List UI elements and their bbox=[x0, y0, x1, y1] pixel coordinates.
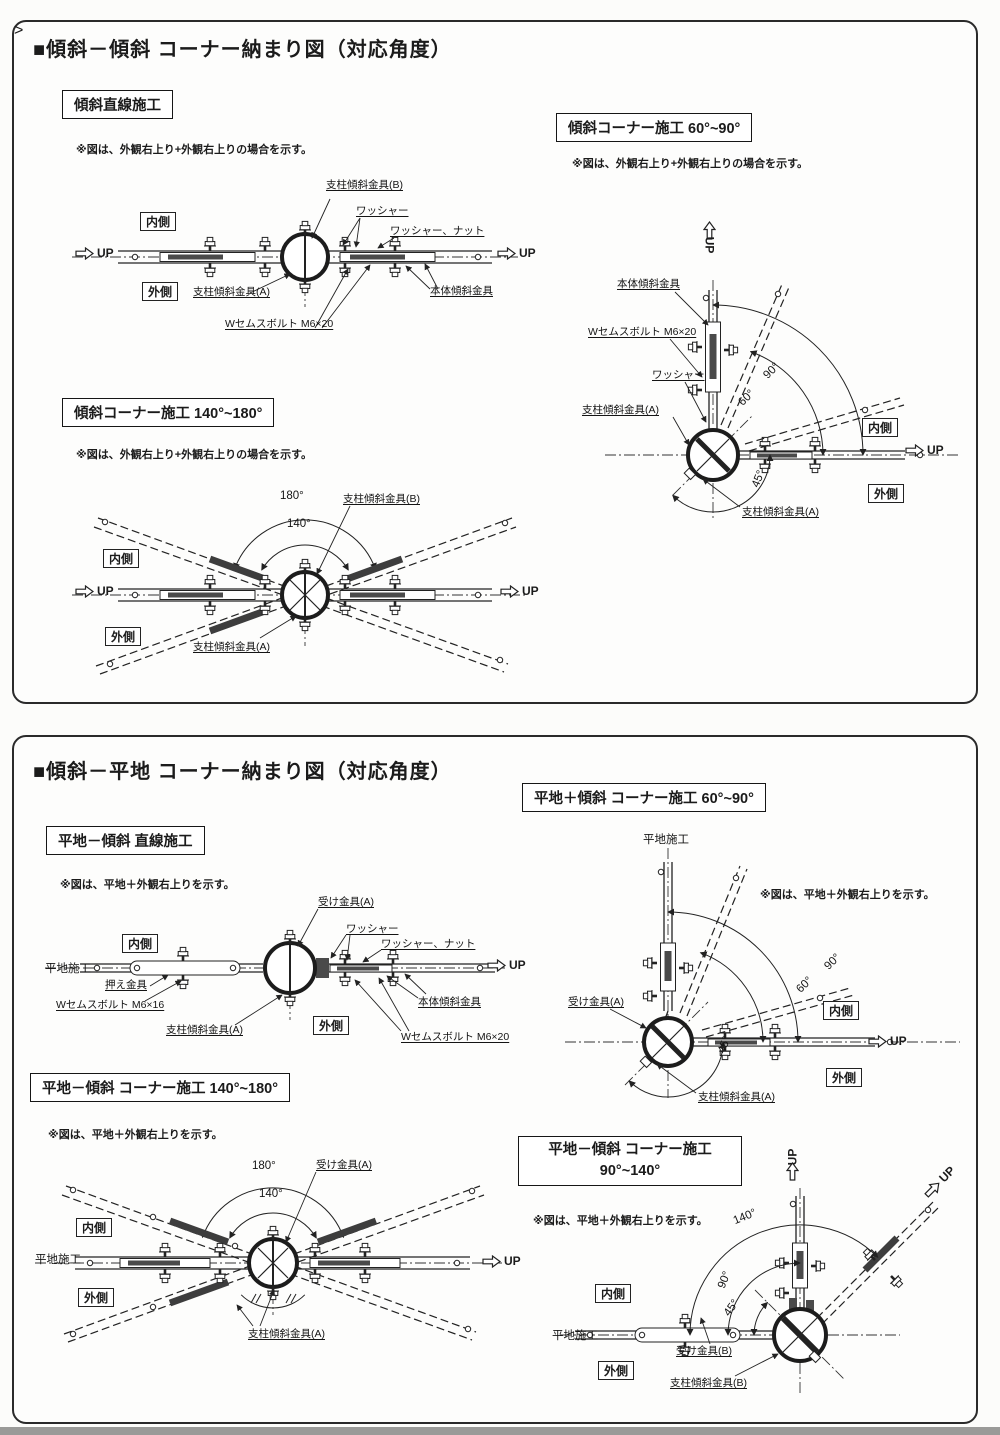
panel1-title: ■傾斜－傾斜 コーナー納まり図（対応角度） bbox=[33, 39, 452, 61]
up-marker-left: UP bbox=[75, 584, 114, 598]
outer-side-box: 外側 bbox=[313, 1016, 350, 1035]
up-marker-right: UP bbox=[482, 1254, 521, 1268]
up-marker-right: UP bbox=[868, 1034, 907, 1048]
up-marker-top: UP bbox=[783, 1149, 802, 1181]
label-body-bracket: 本体傾斜金具 bbox=[430, 285, 493, 297]
label-post-bracket-b: 支柱傾斜金具(B) bbox=[670, 1377, 747, 1389]
inner-side-box: 内側 bbox=[595, 1284, 632, 1303]
heading-slope-straight: 傾斜直線施工 bbox=[62, 90, 173, 119]
heading-flat-straight: 平地－傾斜 直線施工 bbox=[46, 826, 205, 855]
label-flat-construction: 平地施工 bbox=[45, 963, 91, 975]
up-arrow-icon bbox=[497, 247, 516, 260]
up-arrow-icon bbox=[75, 585, 94, 598]
label-washer-nut: ワッシャー、ナット bbox=[381, 938, 476, 950]
inner-side-box: 内側 bbox=[862, 418, 899, 437]
outer-side-box: 外側 bbox=[598, 1361, 635, 1380]
diagram-flat-corner60 bbox=[565, 848, 960, 1098]
label-w-sems-bolt-20: Wセムスボルト M6×20 bbox=[225, 318, 334, 330]
label-post-bracket-a: 支柱傾斜金具(A) bbox=[248, 1328, 325, 1340]
note-flat-corner90: ※図は、平地＋外観右上りを示す。 bbox=[533, 1215, 708, 1227]
up-arrow-icon bbox=[868, 1035, 887, 1048]
heading-line1: 平地－傾斜 コーナー施工 bbox=[548, 1142, 712, 1158]
diagram-slope-straight bbox=[72, 198, 518, 329]
outer-side-box: 外側 bbox=[105, 627, 142, 646]
up-arrow-icon bbox=[786, 1162, 799, 1181]
label-flat-construction: 平地施工 bbox=[552, 1330, 598, 1342]
up-arrow-icon bbox=[905, 444, 924, 457]
inner-side-box: 内側 bbox=[122, 934, 159, 953]
angle-140: 140° bbox=[259, 1188, 283, 1200]
diagram-flat-corner140 bbox=[35, 1171, 503, 1343]
label-receive-a: 受け金具(A) bbox=[568, 996, 624, 1008]
label-w-sems-bolt-20: Wセムスボルト M6×20 bbox=[401, 1031, 510, 1043]
label-flat-construction: 平地施工 bbox=[35, 1254, 81, 1266]
label-receive-b: 受け金具(B) bbox=[676, 1345, 732, 1357]
heading-flat-corner60: 平地＋傾斜 コーナー施工 60°~90° bbox=[522, 783, 766, 812]
note-slope-corner60: ※図は、外観右上り+外観右上りの場合を示す。 bbox=[572, 158, 809, 170]
up-marker-right: UP bbox=[905, 443, 944, 457]
up-marker-left: UP bbox=[75, 246, 114, 260]
scan-edge-artifact bbox=[0, 1427, 1000, 1435]
heading-slope-corner60: 傾斜コーナー施工 60°~90° bbox=[556, 113, 753, 142]
up-arrow-icon bbox=[487, 959, 506, 972]
heading-flat-corner140: 平地－傾斜 コーナー施工 140°~180° bbox=[30, 1073, 291, 1102]
label-washer: ワッシャー bbox=[346, 923, 399, 935]
label-w-sems-bolt-20: Wセムスボルト M6×20 bbox=[588, 326, 697, 338]
panel2-title: ■傾斜－平地 コーナー納まり図（対応角度） bbox=[33, 761, 452, 783]
label-flat-construction-top: 平地施工 bbox=[643, 834, 689, 846]
label-w-sems-bolt-16: Wセムスボルト M6×16 bbox=[56, 999, 165, 1011]
heading-line2: 90°~140° bbox=[599, 1163, 661, 1180]
diagram-flat-straight bbox=[45, 908, 505, 1032]
angle-140: 140° bbox=[287, 518, 311, 530]
label-body-bracket: 本体傾斜金具 bbox=[418, 996, 481, 1008]
up-arrow-icon bbox=[482, 1255, 501, 1268]
diagram-slope-corner60 bbox=[605, 280, 960, 518]
up-marker-right: UP bbox=[487, 958, 526, 972]
note-slope-straight: ※図は、外観右上り+外観右上りの場合を示す。 bbox=[76, 144, 313, 156]
outer-side-box: 外側 bbox=[78, 1288, 115, 1307]
diagram-slope-corner140 bbox=[72, 505, 528, 675]
label-washer: ワッシャー bbox=[356, 205, 409, 217]
label-post-bracket-b: 支柱傾斜金具(B) bbox=[343, 493, 420, 505]
label-washer: ワッシャー bbox=[652, 369, 705, 381]
label-hold-bracket: 押え金具 bbox=[105, 979, 147, 991]
up-arrow-icon bbox=[500, 585, 519, 598]
label-post-bracket-b: 支柱傾斜金具(B) bbox=[326, 179, 403, 191]
label-post-bracket-a: 支柱傾斜金具(A) bbox=[193, 641, 270, 653]
up-marker-right: UP bbox=[500, 584, 539, 598]
diagram-flat-corner90 bbox=[560, 1188, 941, 1393]
label-receive-a: 受け金具(A) bbox=[318, 896, 374, 908]
label-post-bracket-a: 支柱傾斜金具(A) bbox=[582, 404, 659, 416]
note-slope-corner140: ※図は、外観右上り+外観右上りの場合を示す。 bbox=[76, 449, 313, 461]
outer-side-box: 外側 bbox=[826, 1068, 863, 1087]
inner-side-box: 内側 bbox=[823, 1001, 860, 1020]
label-receive-a: 受け金具(A) bbox=[316, 1159, 372, 1171]
inner-side-box: 内側 bbox=[103, 549, 140, 568]
inner-side-box: 内側 bbox=[76, 1218, 113, 1237]
note-flat-straight: ※図は、平地＋外観右上りを示す。 bbox=[60, 879, 235, 891]
label-washer-nut: ワッシャー、ナット bbox=[390, 225, 485, 237]
heading-slope-corner140: 傾斜コーナー施工 140°~180° bbox=[62, 398, 275, 427]
angle-180: 180° bbox=[280, 490, 304, 502]
angle-180: 180° bbox=[252, 1160, 276, 1172]
up-marker-top: UP bbox=[700, 224, 719, 253]
up-arrow-icon bbox=[75, 247, 94, 260]
outer-side-box: 外側 bbox=[142, 282, 179, 301]
up-marker-right: UP bbox=[497, 246, 536, 260]
label-post-bracket-a: 支柱傾斜金具(A) bbox=[698, 1091, 775, 1103]
inner-side-box: 内側 bbox=[140, 212, 177, 231]
note-flat-corner140: ※図は、平地＋外観右上りを示す。 bbox=[48, 1129, 223, 1141]
label-post-bracket-a: 支柱傾斜金具(A) bbox=[193, 286, 270, 298]
outer-side-box: 外側 bbox=[868, 484, 905, 503]
heading-flat-corner90: 平地－傾斜 コーナー施工 90°~140° bbox=[518, 1136, 742, 1187]
label-post-bracket-a-bottom: 支柱傾斜金具(A) bbox=[742, 506, 819, 518]
note-flat-corner60: ※図は、平地＋外観右上りを示す。 bbox=[760, 889, 935, 901]
label-post-bracket-a: 支柱傾斜金具(A) bbox=[166, 1024, 243, 1036]
label-body-bracket: 本体傾斜金具 bbox=[617, 278, 680, 290]
